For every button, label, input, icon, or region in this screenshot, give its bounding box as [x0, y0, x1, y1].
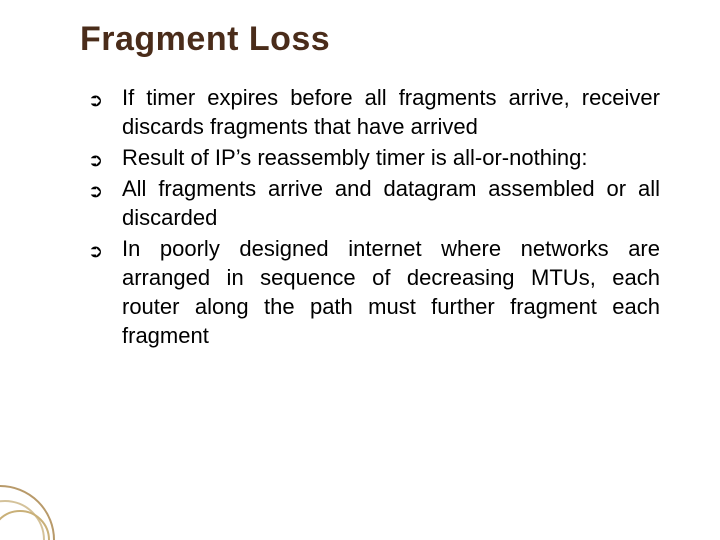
deco-ring-icon [0, 510, 50, 540]
bullet-icon: ➲ [88, 149, 103, 173]
slide: Fragment Loss ➲ If timer expires before … [0, 0, 720, 540]
deco-ring-icon [0, 500, 45, 540]
list-item: ➲ If timer expires before all fragments … [88, 83, 660, 141]
bullet-text: If timer expires before all fragments ar… [122, 85, 660, 139]
bullet-icon: ➲ [88, 180, 103, 204]
bullet-icon: ➲ [88, 89, 103, 113]
bullet-text: In poorly designed internet where networ… [122, 236, 660, 348]
bullet-icon: ➲ [88, 240, 103, 264]
list-item: ➲ All fragments arrive and datagram asse… [88, 174, 660, 232]
slide-title: Fragment Loss [80, 20, 660, 59]
deco-ring-icon [0, 485, 55, 540]
corner-decoration [0, 470, 85, 540]
bullet-text: All fragments arrive and datagram assemb… [122, 176, 660, 230]
list-item: ➲ Result of IP’s reassembly timer is all… [88, 143, 660, 172]
list-item: ➲ In poorly designed internet where netw… [88, 234, 660, 350]
bullet-text: Result of IP’s reassembly timer is all-o… [122, 145, 587, 170]
bullet-list: ➲ If timer expires before all fragments … [80, 83, 660, 350]
